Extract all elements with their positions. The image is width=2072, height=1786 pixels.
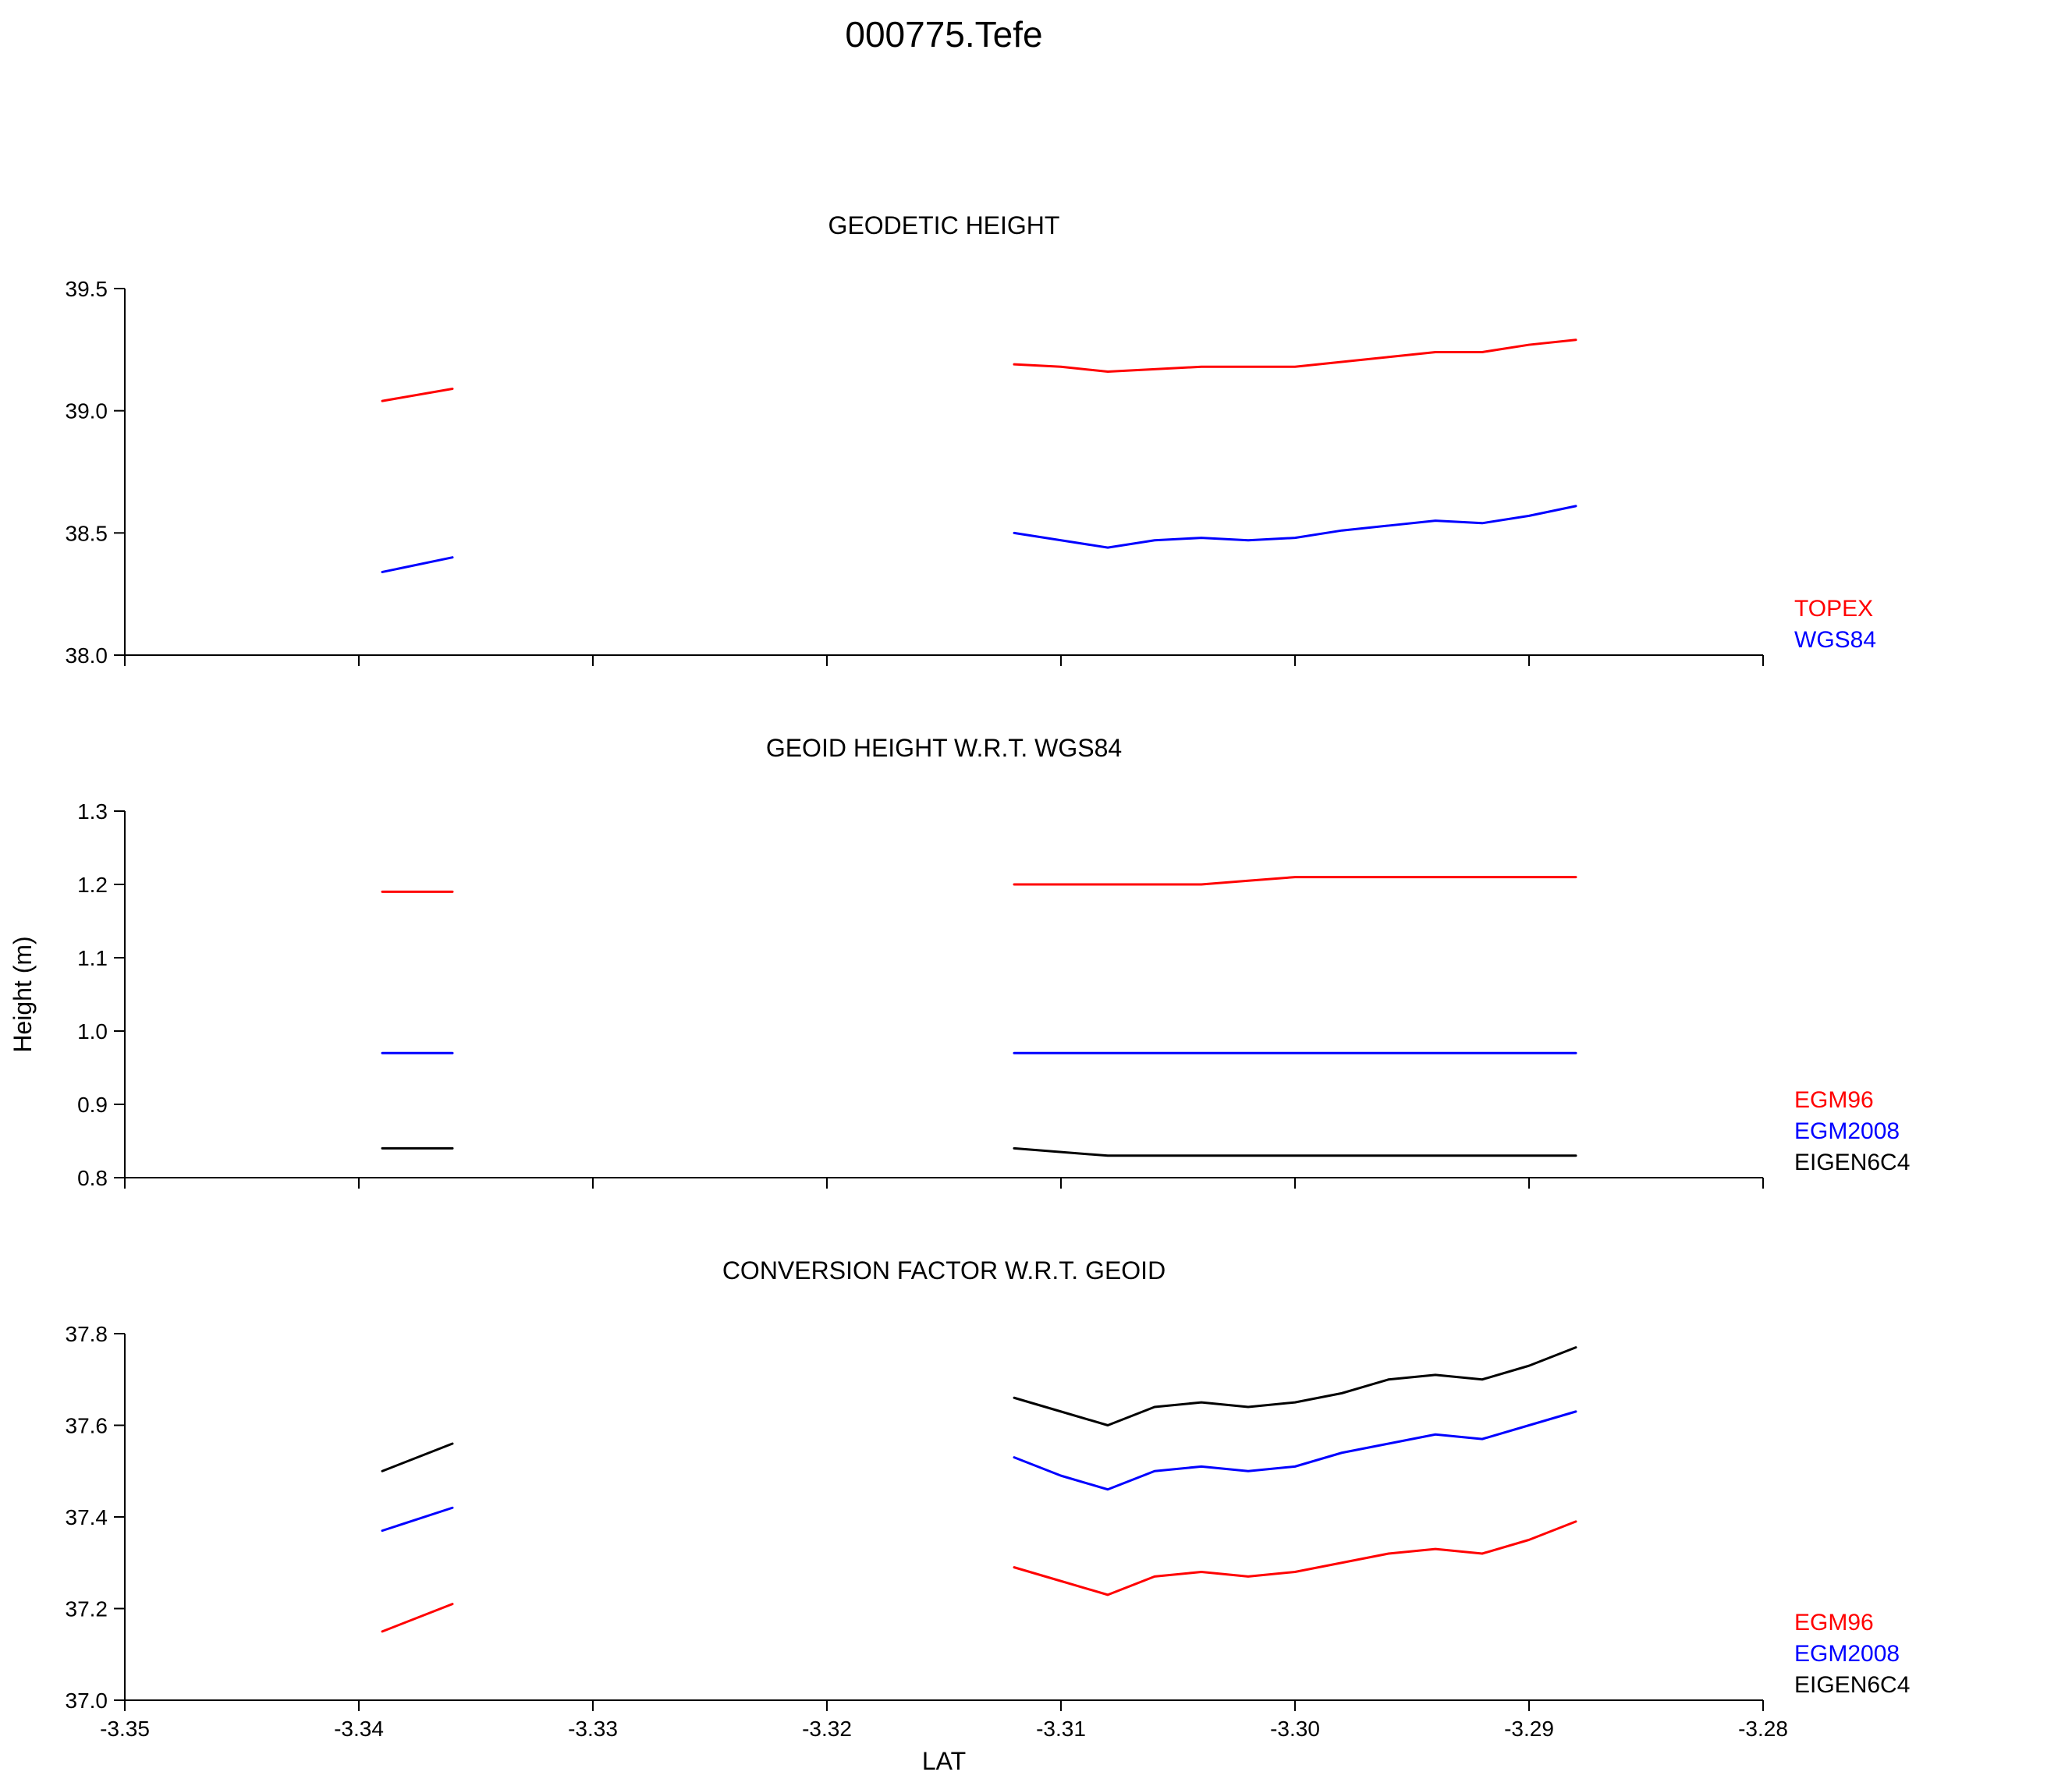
legend-conversion-EGM2008: EGM2008 <box>1794 1641 1900 1667</box>
y-tick-label: 38.5 <box>66 521 108 545</box>
x-tick-label: -3.29 <box>1504 1717 1554 1741</box>
legend-conversion-EGM96: EGM96 <box>1794 1610 1874 1635</box>
y-axis-label: Height (m) <box>9 936 37 1052</box>
series-geoid-EIGEN6C4 <box>1014 1148 1576 1155</box>
x-tick-label: -3.33 <box>568 1717 618 1741</box>
legend-geoid-EGM2008: EGM2008 <box>1794 1118 1900 1144</box>
y-tick-label: 1.2 <box>77 873 108 897</box>
y-tick-label: 37.8 <box>66 1322 108 1346</box>
legend-geoid-EIGEN6C4: EIGEN6C4 <box>1794 1150 1910 1175</box>
series-conversion-EGM96 <box>1014 1522 1576 1595</box>
y-tick-label: 1.3 <box>77 799 108 824</box>
x-axis-label: LAT <box>922 1747 966 1775</box>
series-conversion-EIGEN6C4 <box>1014 1348 1576 1426</box>
y-tick-label: 39.5 <box>66 277 108 301</box>
y-tick-label: 37.0 <box>66 1689 108 1713</box>
x-tick-label: -3.32 <box>802 1717 852 1741</box>
x-tick-label: -3.31 <box>1036 1717 1086 1741</box>
panel-title-geodetic: GEODETIC HEIGHT <box>828 211 1060 239</box>
x-tick-label: -3.34 <box>334 1717 384 1741</box>
y-tick-label: 39.0 <box>66 399 108 423</box>
series-geoid-EGM96 <box>1014 877 1576 884</box>
legend-geoid-EGM96: EGM96 <box>1794 1087 1874 1113</box>
y-tick-label: 38.0 <box>66 643 108 668</box>
x-tick-label: -3.35 <box>100 1717 150 1741</box>
legend-geodetic-TOPEX: TOPEX <box>1794 596 1873 622</box>
y-tick-label: 0.9 <box>77 1093 108 1117</box>
legend-geodetic-WGS84: WGS84 <box>1794 627 1876 653</box>
series-geodetic-WGS84 <box>1014 506 1576 547</box>
panel-title-geoid: GEOID HEIGHT W.R.T. WGS84 <box>766 734 1122 762</box>
legend-conversion-EIGEN6C4: EIGEN6C4 <box>1794 1672 1910 1698</box>
chart-svg: 000775.Tefe Height (m) GEODETIC HEIGHT 38.0… <box>0 0 2072 1786</box>
series-geodetic-TOPEX <box>1014 340 1576 372</box>
x-tick-label: -3.28 <box>1738 1717 1788 1741</box>
series-geodetic-TOPEX <box>382 388 452 401</box>
panel-title-conversion: CONVERSION FACTOR W.R.T. GEOID <box>722 1256 1166 1285</box>
y-tick-label: 37.4 <box>66 1505 108 1529</box>
series-conversion-EIGEN6C4 <box>382 1444 452 1471</box>
series-conversion-EGM2008 <box>382 1508 452 1530</box>
axes-geodetic <box>125 289 1763 655</box>
y-tick-label: 37.2 <box>66 1597 108 1621</box>
y-tick-label: 37.6 <box>66 1414 108 1438</box>
y-tick-label: 0.8 <box>77 1166 108 1190</box>
main-title: 000775.Tefe <box>845 14 1042 55</box>
axes-conversion <box>125 1334 1763 1700</box>
y-tick-label: 1.1 <box>77 946 108 970</box>
series-geodetic-WGS84 <box>382 558 452 572</box>
y-tick-label: 1.0 <box>77 1019 108 1044</box>
series-conversion-EGM96 <box>382 1604 452 1632</box>
axes-geoid <box>125 811 1763 1178</box>
x-tick-label: -3.30 <box>1270 1717 1320 1741</box>
